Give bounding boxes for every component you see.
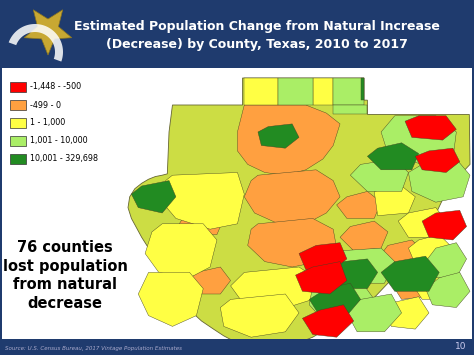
- Polygon shape: [309, 280, 374, 324]
- Polygon shape: [244, 78, 279, 105]
- Polygon shape: [313, 78, 333, 105]
- Bar: [0, 0, 2, 355]
- Polygon shape: [381, 116, 456, 164]
- Bar: [0, 0, 474, 2]
- Polygon shape: [381, 256, 439, 291]
- Bar: [472, 0, 474, 355]
- Polygon shape: [392, 267, 436, 299]
- Bar: [0, 339, 474, 355]
- Polygon shape: [333, 105, 367, 114]
- Polygon shape: [258, 124, 299, 148]
- Polygon shape: [296, 262, 347, 294]
- Polygon shape: [374, 186, 415, 216]
- Polygon shape: [378, 240, 426, 272]
- Bar: [10, 100, 26, 110]
- Polygon shape: [244, 170, 340, 224]
- Polygon shape: [384, 297, 429, 329]
- Polygon shape: [230, 267, 319, 310]
- Text: Source: U.S. Census Bureau, 2017 Vintage Population Estimates: Source: U.S. Census Bureau, 2017 Vintage…: [5, 346, 182, 351]
- Text: -499 - 0: -499 - 0: [30, 100, 61, 109]
- Text: (Decrease) by County, Texas, 2010 to 2017: (Decrease) by County, Texas, 2010 to 201…: [106, 38, 408, 51]
- Polygon shape: [128, 78, 470, 348]
- Polygon shape: [179, 208, 224, 235]
- Polygon shape: [131, 181, 176, 213]
- Polygon shape: [220, 294, 299, 337]
- Polygon shape: [409, 159, 470, 202]
- Polygon shape: [426, 243, 466, 278]
- Polygon shape: [279, 78, 313, 105]
- Polygon shape: [237, 105, 340, 175]
- Polygon shape: [299, 243, 347, 272]
- Polygon shape: [347, 294, 401, 332]
- Polygon shape: [248, 218, 337, 267]
- Polygon shape: [333, 248, 395, 283]
- Polygon shape: [330, 259, 378, 289]
- Polygon shape: [9, 24, 63, 61]
- Polygon shape: [333, 78, 364, 105]
- Polygon shape: [426, 272, 470, 307]
- Bar: [10, 118, 26, 128]
- Text: 76 counties
lost population
from natural
decrease: 76 counties lost population from natural…: [2, 240, 128, 311]
- Polygon shape: [409, 235, 453, 264]
- Polygon shape: [24, 10, 72, 55]
- Polygon shape: [415, 148, 460, 173]
- Text: 1,001 - 10,000: 1,001 - 10,000: [30, 137, 88, 146]
- Text: 10: 10: [455, 342, 466, 351]
- Polygon shape: [337, 191, 381, 218]
- Polygon shape: [361, 78, 364, 100]
- Polygon shape: [302, 305, 354, 337]
- Polygon shape: [405, 116, 456, 140]
- Polygon shape: [412, 267, 456, 299]
- Polygon shape: [145, 224, 217, 278]
- Text: Estimated Population Change from Natural Increase: Estimated Population Change from Natural…: [74, 20, 440, 33]
- Bar: [10, 154, 26, 164]
- Text: 10,001 - 329,698: 10,001 - 329,698: [30, 154, 98, 164]
- Polygon shape: [309, 283, 361, 316]
- Bar: [10, 136, 26, 146]
- Polygon shape: [186, 267, 230, 294]
- Text: 1 - 1,000: 1 - 1,000: [30, 119, 65, 127]
- Bar: [10, 82, 26, 92]
- Bar: [0, 353, 474, 355]
- Polygon shape: [398, 208, 446, 237]
- Polygon shape: [162, 173, 244, 229]
- Polygon shape: [340, 221, 388, 251]
- Polygon shape: [422, 210, 466, 240]
- Polygon shape: [367, 143, 419, 170]
- Polygon shape: [350, 159, 409, 191]
- Text: -1,448 - -500: -1,448 - -500: [30, 82, 81, 92]
- Bar: [0, 0, 474, 68]
- Polygon shape: [138, 272, 203, 326]
